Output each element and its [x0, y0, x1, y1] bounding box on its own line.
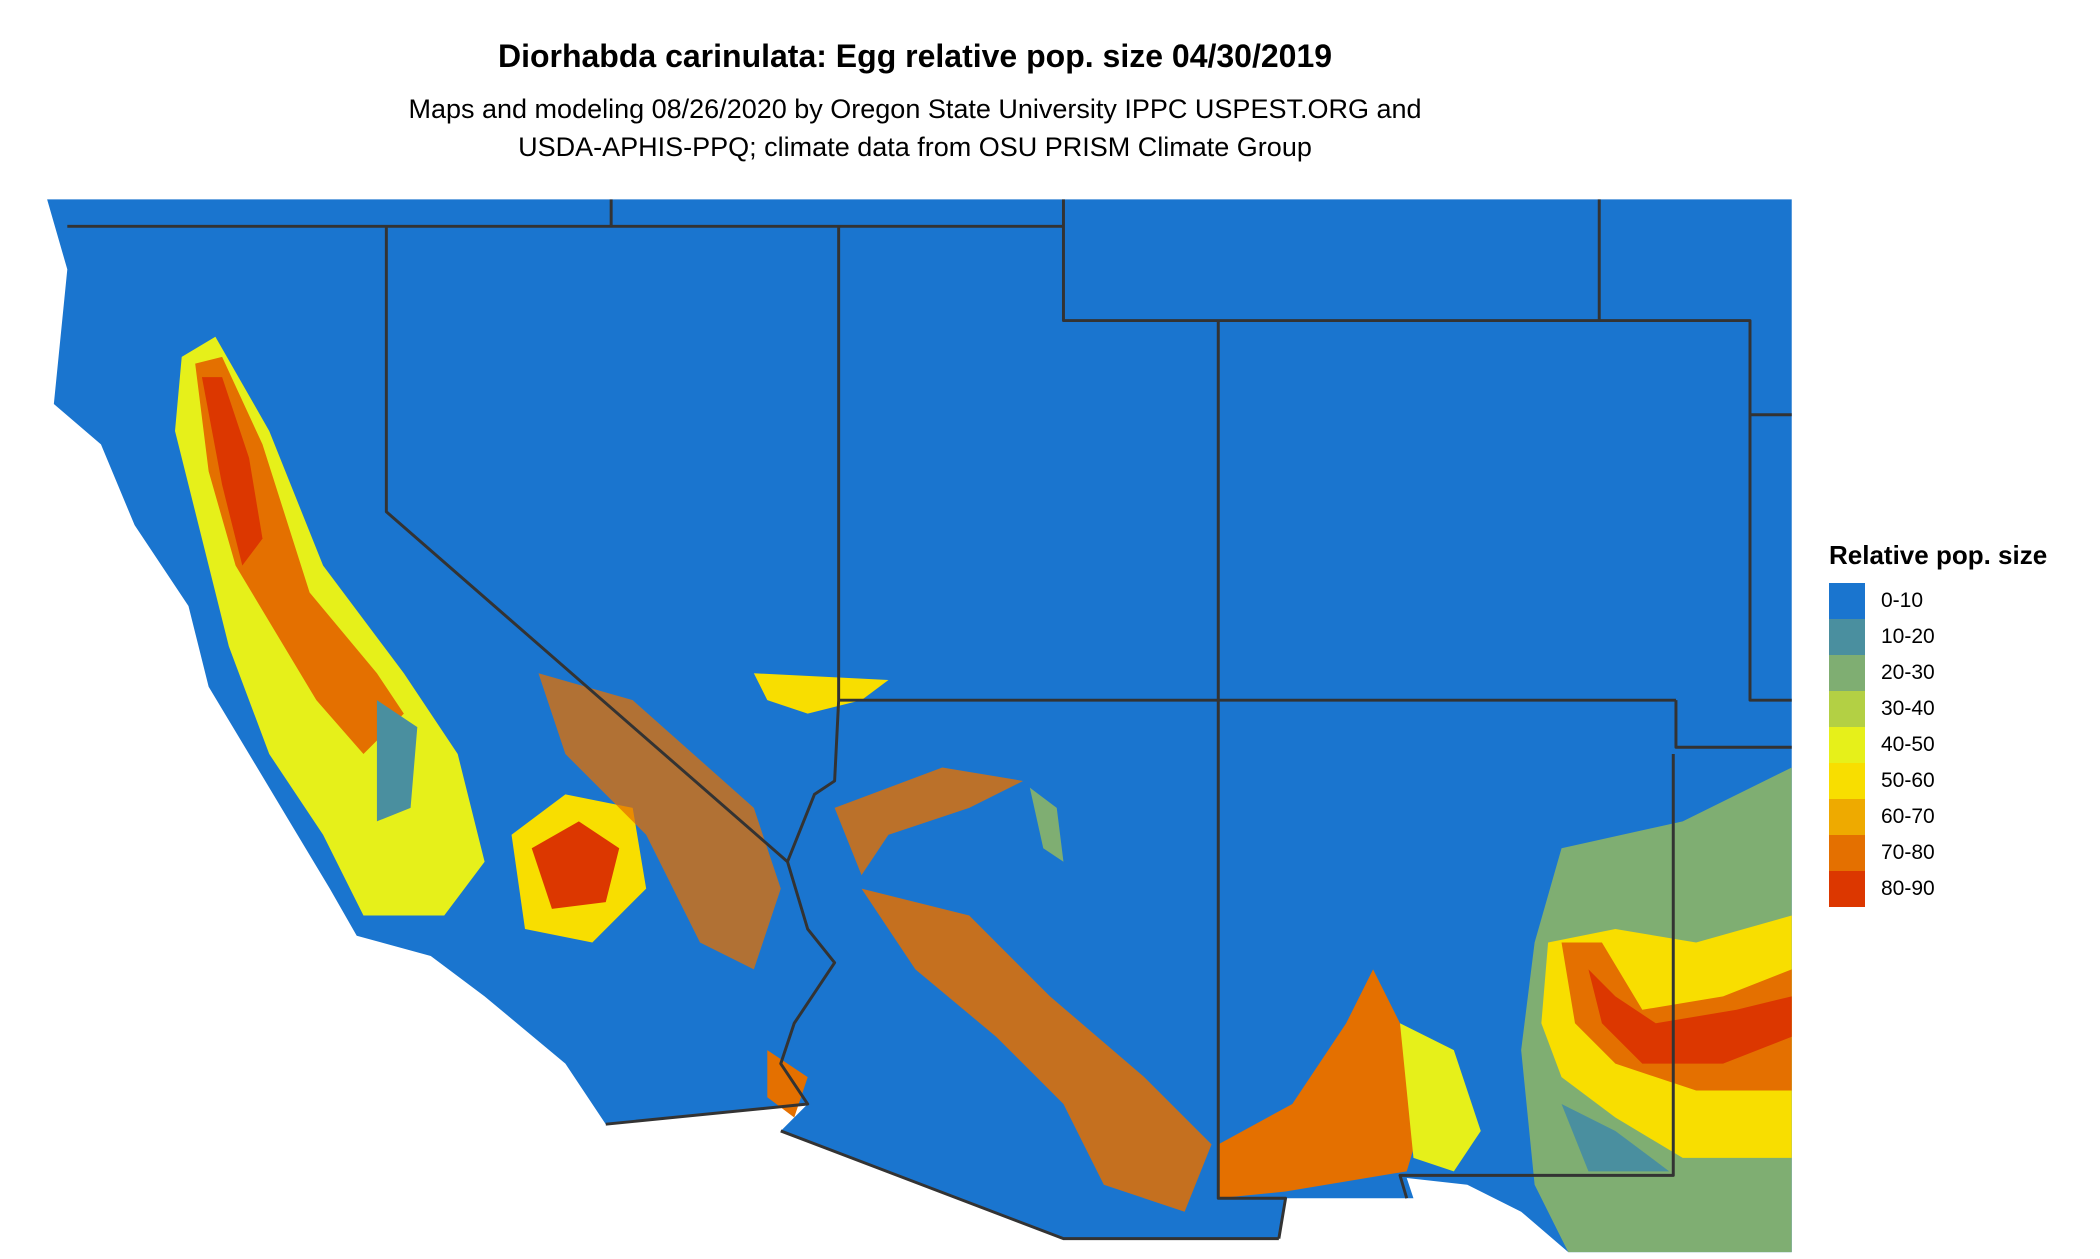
legend-label: 60-70: [1881, 805, 1935, 828]
legend-item: 40-50: [1829, 727, 2047, 763]
heat-region-rio-grande: [1218, 969, 1427, 1199]
state-borders: [67, 199, 1792, 1241]
legend-label: 50-60: [1881, 769, 1935, 792]
legend-swatch: [1829, 799, 1865, 835]
legend-swatch: [1829, 691, 1865, 727]
legend-label: 70-80: [1881, 841, 1935, 864]
legend-item: 50-60: [1829, 763, 2047, 799]
legend-swatch: [1829, 835, 1865, 871]
heat-regions: [175, 336, 1792, 1253]
legend-swatch: [1829, 619, 1865, 655]
map-title: Diorhabda carinulata: Egg relative pop. …: [497, 38, 1333, 74]
legend-title: Relative pop. size: [1829, 540, 2048, 570]
legend-item: 30-40: [1829, 691, 2047, 727]
legend-label: 40-50: [1881, 733, 1935, 756]
subtitle-line-2: USDA-APHIS-PPQ; climate data from OSU PR…: [518, 132, 1312, 162]
legend-swatch: [1829, 583, 1865, 619]
legend-label: 0-10: [1881, 589, 1924, 612]
legend-swatch: [1829, 763, 1865, 799]
legend-label: 10-20: [1881, 625, 1935, 648]
land-area: [47, 199, 1792, 1253]
legend-item: 60-70: [1829, 799, 2047, 835]
legend-item: 70-80: [1829, 835, 2047, 871]
subtitle-line-1: Maps and modeling 08/26/2020 by Oregon S…: [408, 94, 1422, 124]
legend: Relative pop. size 0-10 10-20 20-30 30-40 40…: [1829, 540, 2047, 907]
legend-swatch: [1829, 727, 1865, 763]
legend-label: 30-40: [1881, 697, 1935, 720]
legend-swatch: [1829, 655, 1865, 691]
legend-item: 0-10: [1829, 583, 2047, 619]
legend-swatch: [1829, 871, 1865, 907]
legend-item: 80-90: [1829, 871, 2047, 907]
legend-item: 10-20: [1829, 619, 2047, 655]
legend-item: 20-30: [1829, 655, 2047, 691]
legend-label: 20-30: [1881, 661, 1935, 684]
legend-label: 80-90: [1881, 877, 1935, 900]
